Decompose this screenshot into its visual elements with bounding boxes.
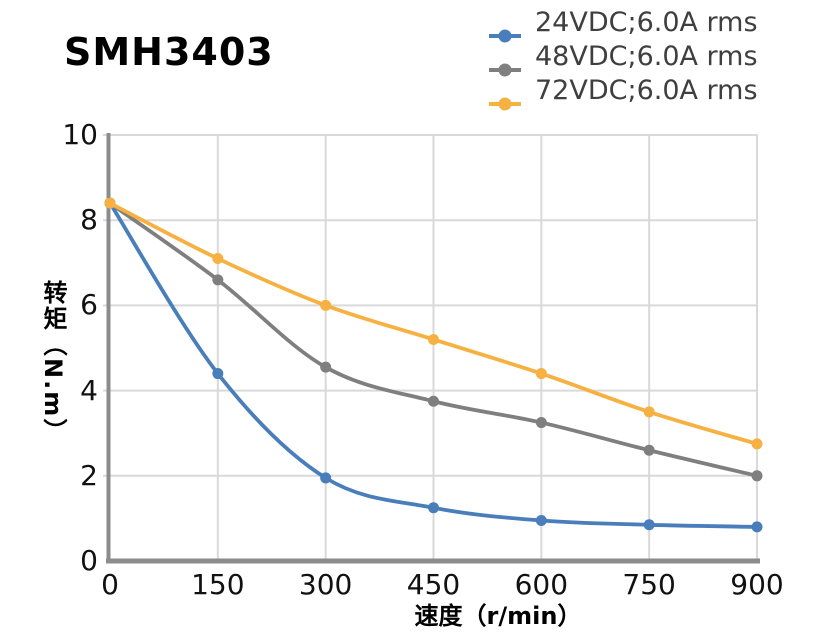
series-72vdc-6-0a-rms	[104, 197, 763, 450]
chart-title: SMH3403	[64, 30, 274, 74]
legend-line-marker-icon	[489, 97, 521, 111]
x-tick-label: 900	[730, 568, 784, 601]
y-tick-label: 0	[80, 544, 98, 577]
legend-item: 24VDC;6.0A rms	[488, 6, 758, 43]
x-tick-label: 600	[514, 568, 569, 601]
y-tick-label: 10	[62, 118, 98, 151]
y-tick-label: 6	[80, 288, 98, 322]
legend-label: 24VDC;6.0A rms	[535, 7, 758, 38]
gridlines	[103, 134, 758, 561]
legend-item: 72VDC;6.0A rms	[488, 74, 758, 111]
x-tick-label: 750	[622, 568, 676, 601]
y-tick-label: 8	[80, 203, 98, 237]
legend-label: 72VDC;6.0A rms	[535, 75, 758, 106]
x-tick-label: 150	[191, 568, 245, 601]
legend-label: 48VDC;6.0A rms	[535, 41, 758, 72]
legend-item: 48VDC;6.0A rms	[488, 40, 758, 77]
y-tick-label: 2	[80, 458, 98, 492]
x-tick-label: 0	[101, 568, 119, 601]
x-axis-label: 速度（r/min）	[414, 602, 582, 630]
legend-line-marker-icon	[489, 63, 521, 77]
legend: 24VDC;6.0A rms 48VDC;6.0A rms 72VDC;6.0A r…	[488, 6, 758, 111]
y-axis-label: 转矩（N.m）	[39, 280, 67, 445]
legend-line-marker-icon	[489, 29, 521, 43]
x-tick-label: 450	[406, 568, 461, 601]
y-tick-label: 4	[80, 373, 98, 407]
x-tick-label: 300	[298, 568, 353, 601]
